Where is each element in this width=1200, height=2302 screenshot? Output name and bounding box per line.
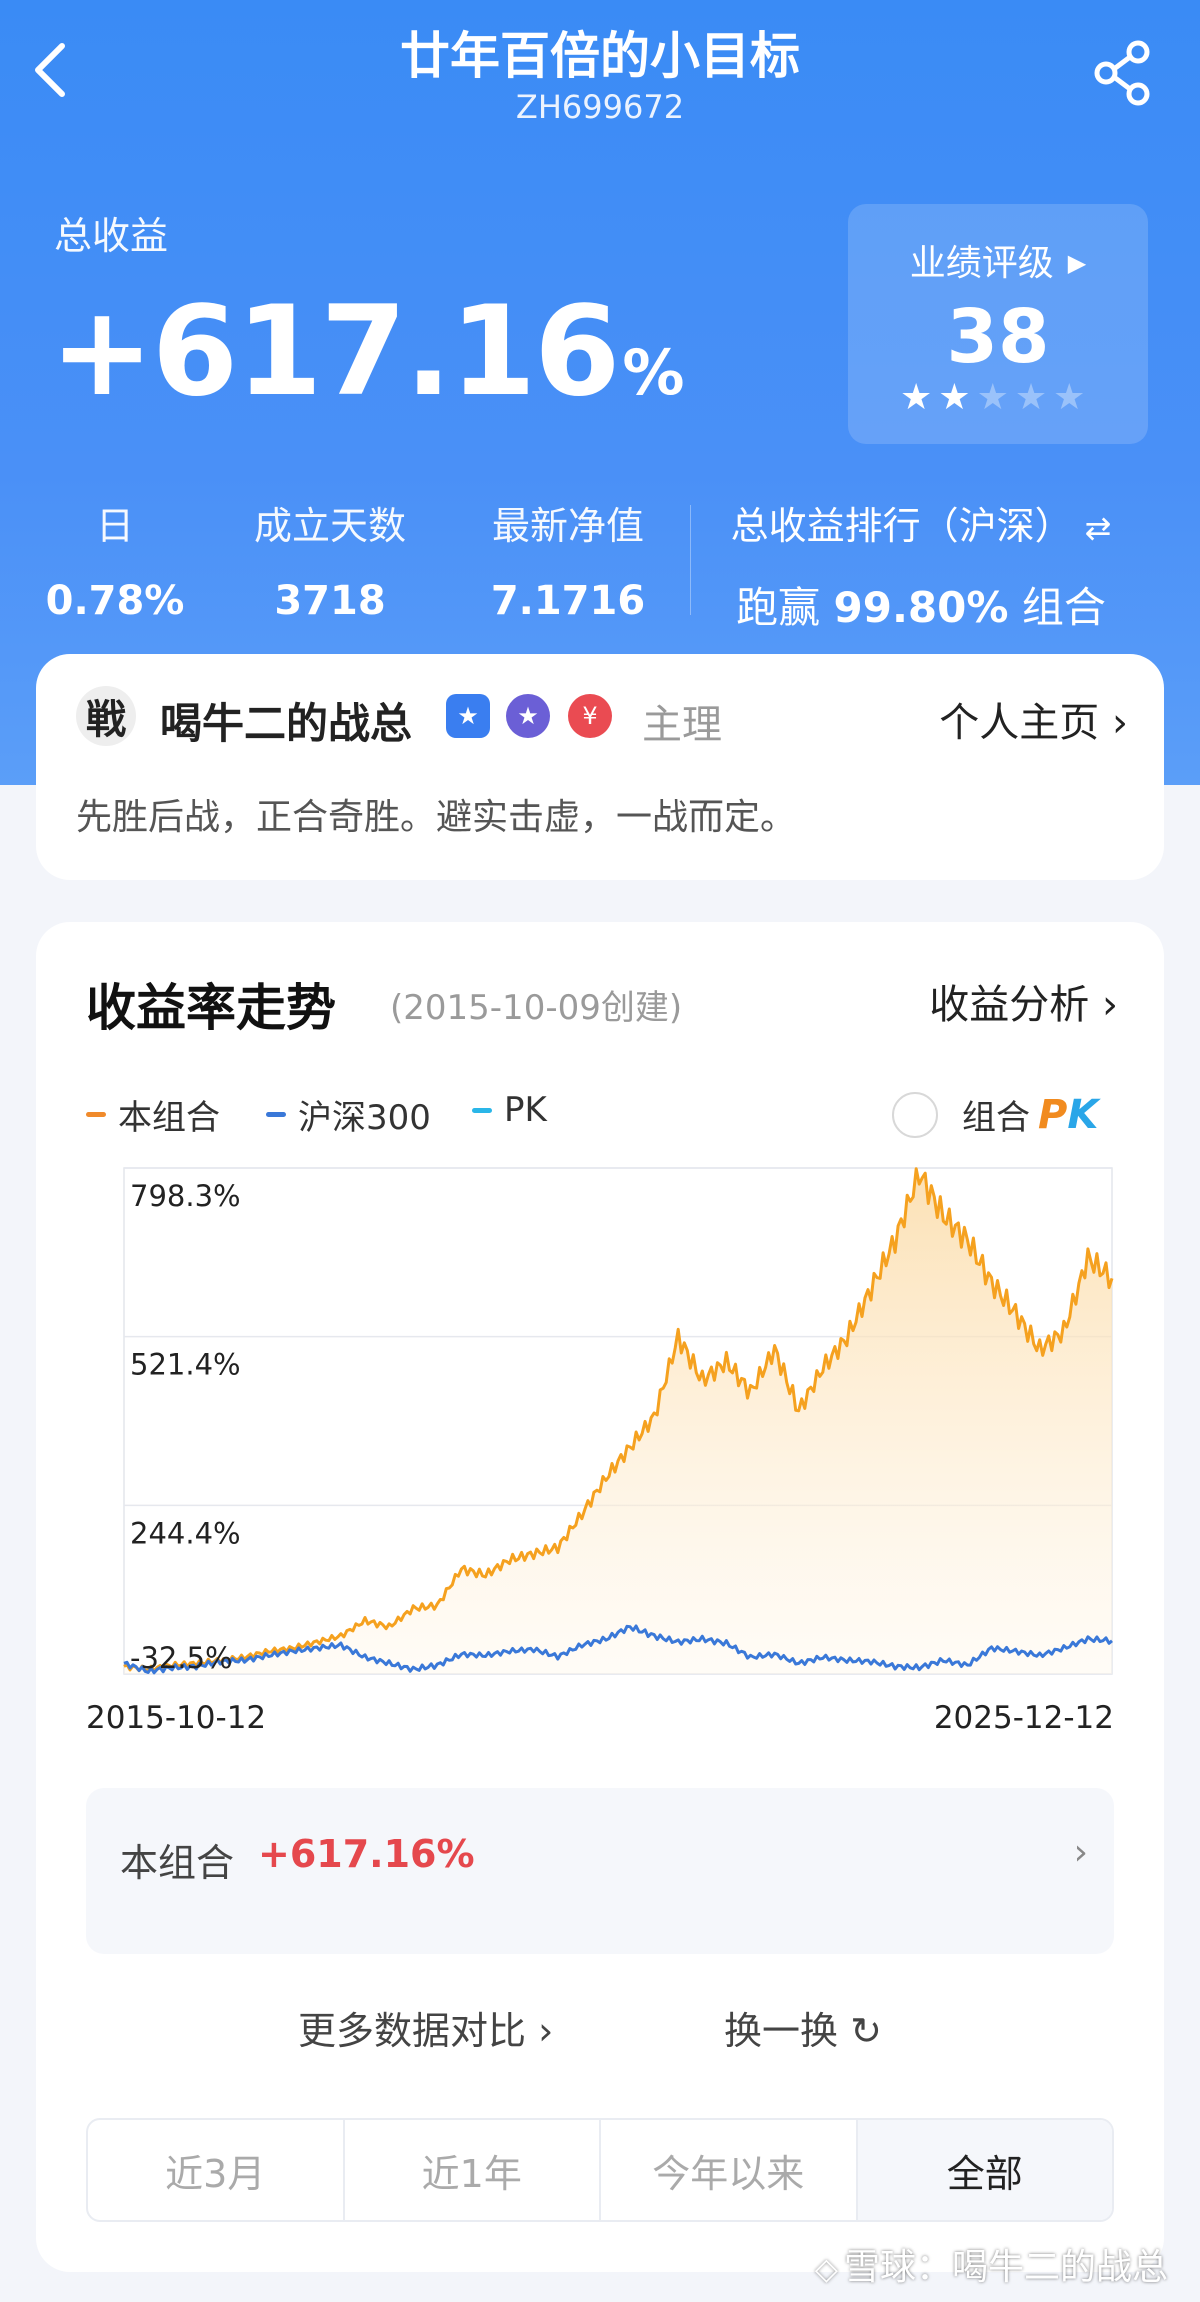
star-badge-icon: ★	[506, 694, 550, 738]
stat-label: 日	[95, 504, 134, 548]
share-icon	[1094, 40, 1150, 106]
portfolio-return-row[interactable]: 本组合 +617.16% ›	[86, 1788, 1114, 1954]
legend-item-pk: PK	[472, 1090, 547, 1130]
y-tick-label: 798.3%	[130, 1179, 241, 1213]
avatar[interactable]: 戦	[76, 686, 136, 746]
play-arrow-icon: ▶	[1067, 249, 1087, 277]
back-button[interactable]	[20, 40, 80, 100]
stat-days: 成立天数 3718	[230, 495, 430, 624]
stat-nav: 最新净值 7.1716	[468, 495, 668, 624]
series-line-1	[123, 1624, 1113, 1675]
return-trend-card: 收益率走势 (2015-10-09创建) 收益分析 › 本组合 沪深300 PK…	[36, 922, 1164, 2272]
return-analysis-link[interactable]: 收益分析 ›	[929, 982, 1118, 1028]
rank-label-text: 总收益排行（沪深）	[730, 504, 1073, 548]
combo-value: +617.16%	[258, 1832, 475, 1876]
rank-percent: 99.80%	[833, 583, 1009, 632]
tab-ytd[interactable]: 今年以来	[601, 2120, 858, 2220]
stat-value: 0.78%	[45, 578, 185, 624]
range-tabs: 近3月 近1年 今年以来 全部	[86, 2118, 1114, 2222]
legend-label: 本组合	[118, 1098, 220, 1138]
y-tick-label: -32.5%	[130, 1641, 233, 1675]
manager-card: 戦 喝牛二的战总 ★ ★ ¥ 主理 个人主页 › 先胜后战，正合奇胜。避实击虚，…	[36, 654, 1164, 880]
stat-label: 成立天数	[253, 504, 406, 548]
pk-letter-k: K	[1067, 1091, 1099, 1138]
star-icon: ★	[1053, 377, 1086, 418]
tab-3-months[interactable]: 近3月	[88, 2120, 345, 2220]
y-tick-label: 521.4%	[130, 1348, 241, 1382]
y-tick-label: 244.4%	[130, 1516, 241, 1550]
performance-rating-card[interactable]: 业绩评级 ▶ 38 ★ ★ ★ ★ ★	[848, 204, 1148, 444]
star-icon: ★	[1014, 377, 1048, 418]
manager-name[interactable]: 喝牛二的战总	[160, 699, 413, 748]
pk-toggle-label: 组合	[962, 1098, 1030, 1138]
back-chevron-icon	[35, 43, 65, 97]
x-start-date: 2015-10-12	[86, 1700, 267, 1736]
pk-logo: PK	[1038, 1092, 1098, 1138]
rank-suffix: 组合	[1021, 583, 1106, 632]
legend-swatch	[472, 1107, 492, 1113]
chevron-right-icon: ›	[1073, 1832, 1088, 1873]
stat-label: 最新净值	[491, 504, 644, 548]
created-date: (2015-10-09创建)	[390, 988, 683, 1028]
tab-all[interactable]: 全部	[857, 2120, 1112, 2220]
legend-swatch	[266, 1112, 286, 1117]
legend-label: PK	[504, 1090, 547, 1130]
section-title: 收益率走势	[86, 979, 336, 1037]
swap-arrows-icon[interactable]: ⇄	[1084, 509, 1112, 547]
series-area-0	[124, 1168, 1112, 1674]
pk-toggle[interactable]: 组合 PK	[892, 1090, 1098, 1139]
rating-label-text: 业绩评级	[909, 243, 1054, 284]
legend-item-csi300: 沪深300	[266, 1090, 431, 1139]
snowball-logo-icon: ◇	[814, 2252, 838, 2287]
rating-value: 38	[946, 294, 1050, 380]
watermark-text: 雪球：喝牛二的战总	[843, 2247, 1168, 2288]
pk-checkbox[interactable]	[892, 1091, 938, 1138]
total-return-label: 总收益	[54, 214, 169, 258]
tab-1-year[interactable]: 近1年	[345, 2120, 601, 2220]
watermark: ◇ 雪球：喝牛二的战总	[815, 2238, 1168, 2290]
star-icon: ★	[938, 377, 971, 418]
yuan-badge-icon: ¥	[568, 694, 612, 738]
return-rank[interactable]: 总收益排行（沪深） ⇄ 跑赢 99.80% 组合	[706, 495, 1136, 635]
total-return-unit: %	[622, 336, 684, 409]
total-return-number: +617.16	[50, 280, 620, 424]
rating-label: 业绩评级 ▶	[848, 234, 1148, 286]
refresh-link[interactable]: 换一换 ↻	[724, 2009, 882, 2053]
rank-prefix: 跑赢	[736, 583, 821, 632]
stat-divider	[690, 505, 691, 615]
star-icon: ★	[900, 377, 933, 418]
combo-label: 本组合	[120, 1841, 235, 1885]
manager-motto: 先胜后战，正合奇胜。避实击虚，一战而定。	[76, 797, 797, 838]
legend-swatch	[86, 1112, 106, 1117]
manager-role: 主理	[642, 702, 722, 748]
pk-letter-p: P	[1038, 1091, 1068, 1138]
stat-value: 7.1716	[490, 578, 646, 624]
series-line-0	[123, 1167, 1114, 1673]
star-icon: ★	[976, 377, 1009, 418]
total-return-value: +617.16%	[50, 290, 685, 414]
more-comparison-link[interactable]: 更多数据对比 ›	[298, 2009, 554, 2053]
legend-item-portfolio: 本组合	[86, 1090, 220, 1139]
legend-label: 沪深300	[298, 1098, 431, 1138]
share-button[interactable]	[1088, 38, 1158, 108]
homepage-link[interactable]: 个人主页 ›	[939, 700, 1128, 746]
stat-value: 3718	[274, 578, 386, 624]
x-end-date: 2025-12-12	[933, 1700, 1114, 1736]
rank-value: 跑赢 99.80% 组合	[706, 574, 1136, 635]
portfolio-code: ZH699672	[515, 88, 685, 126]
page-title: 廿年百倍的小目标	[400, 27, 800, 85]
rating-stars: ★ ★ ★ ★ ★	[900, 380, 1085, 416]
verified-badge-icon: ★	[446, 694, 490, 738]
stat-daily: 日 0.78%	[30, 495, 200, 624]
rank-label: 总收益排行（沪深） ⇄	[706, 495, 1136, 550]
return-chart[interactable]: 798.3% 521.4% 244.4% -32.5%	[84, 1162, 1116, 1682]
